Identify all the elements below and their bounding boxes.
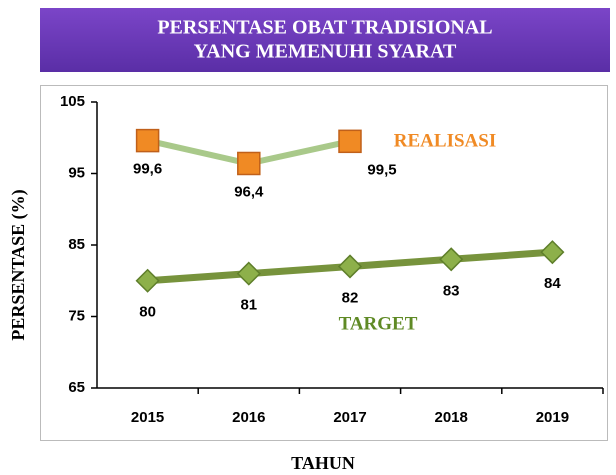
x-tick-label: 2015	[131, 409, 164, 426]
x-axis-label: TAHUN	[291, 453, 355, 473]
marker	[338, 129, 362, 154]
data-label: 82	[342, 289, 359, 306]
marker	[337, 254, 363, 279]
marker	[236, 261, 261, 286]
marker	[439, 247, 464, 272]
marker	[135, 128, 160, 153]
data-label: 80	[139, 304, 156, 321]
data-label: 99,6	[133, 161, 162, 178]
legend-label: TARGET	[339, 313, 418, 334]
marker	[135, 268, 160, 293]
chart-title: YANG MEMENUHI SYARAT	[194, 41, 457, 63]
legend-label: REALISASI	[394, 130, 496, 151]
x-tick-label: 2019	[536, 409, 569, 426]
data-label: 96,4	[234, 183, 264, 200]
data-label: 83	[443, 282, 460, 299]
x-tick-label: 2017	[333, 409, 366, 426]
y-tick-label: 85	[68, 236, 85, 253]
y-tick-label: 65	[68, 379, 85, 396]
marker	[237, 151, 261, 176]
data-label: 99,5	[367, 161, 396, 178]
y-tick-label: 75	[68, 307, 85, 324]
x-tick-label: 2018	[435, 409, 468, 426]
y-axis-label: PERSENTASE (%)	[8, 189, 29, 340]
title-banner	[40, 8, 610, 72]
data-label: 81	[240, 297, 257, 314]
x-tick-label: 2016	[232, 409, 265, 426]
y-tick-label: 95	[68, 164, 85, 181]
marker	[540, 240, 565, 265]
y-tick-label: 105	[60, 93, 85, 110]
data-label: 84	[544, 275, 561, 292]
plot-frame	[40, 85, 608, 441]
chart-title: PERSENTASE OBAT TRADISIONAL	[157, 17, 492, 39]
